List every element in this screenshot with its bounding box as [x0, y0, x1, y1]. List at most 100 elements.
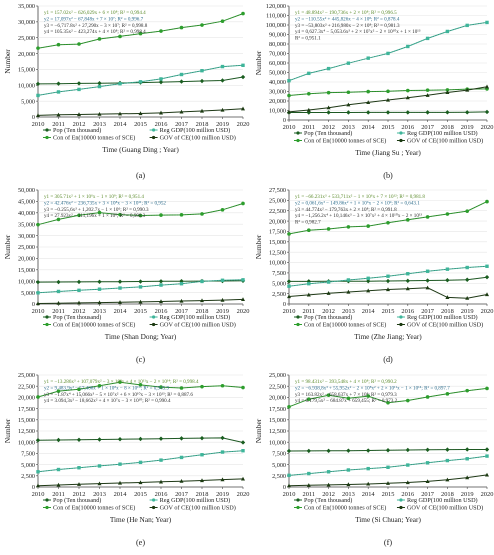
- data-point: [158, 279, 164, 284]
- legend-entry: Con of En(10000 tonnes of SCE): [43, 135, 135, 142]
- data-point: [326, 105, 331, 110]
- x-tick-label: 2018: [196, 121, 209, 128]
- y-tick-label: 35,000: [18, 3, 35, 10]
- data-point: [56, 90, 61, 94]
- trend-equation: y2 = 9.483,9x² − 57,406x + 1 × 10⁸x − 8 …: [44, 385, 169, 391]
- data-point: [425, 215, 430, 219]
- y-tick-label: 17,500: [269, 406, 286, 413]
- y-tick-label: 25,000: [18, 35, 35, 42]
- data-point: [445, 295, 450, 299]
- data-point: [179, 298, 184, 303]
- legend-swatch-marker: [296, 138, 300, 143]
- data-point: [56, 482, 61, 487]
- data-point: [405, 110, 410, 115]
- data-point: [386, 287, 390, 292]
- data-point: [445, 458, 450, 463]
- data-point: [138, 111, 143, 116]
- data-point: [220, 383, 225, 388]
- legend-label: Con of En(10000 tonnes of SCE): [53, 505, 135, 512]
- data-point: [445, 477, 450, 482]
- x-tick-label: 2015: [382, 308, 395, 315]
- data-point: [35, 81, 41, 87]
- chart-panel-f: 0 2,500 5,000 7,500 10,000 12,500 15,000 17,500…: [254, 372, 493, 547]
- x-tick-label: 2013: [93, 121, 106, 128]
- legend-label: Pop (Ten thousand): [53, 127, 101, 134]
- x-tick-label: 2011: [303, 124, 316, 131]
- data-point: [220, 435, 225, 441]
- y-tick-label: 35,000: [18, 221, 35, 228]
- y-axis-label: Number: [254, 234, 263, 259]
- y-tick-label: 20,000: [269, 218, 286, 225]
- y-tick-label: 25,000: [18, 244, 35, 251]
- legend-swatch-marker: [296, 131, 300, 135]
- data-point: [445, 29, 450, 34]
- x-tick-label: 2017: [421, 124, 435, 131]
- data-point: [241, 63, 245, 68]
- legend-swatch-marker: [399, 505, 403, 510]
- legend-entry: Con of En(10000 tonnes of SCE): [43, 322, 135, 329]
- trend-equation: y3 = −53,803x² + 216,980x − 2 × 10⁸; R² …: [295, 23, 400, 29]
- legend-label: GOV of CE(100 million USD): [407, 138, 483, 145]
- series-2: [36, 380, 245, 399]
- data-point: [366, 481, 371, 486]
- data-point: [179, 25, 184, 30]
- trend-equation: y4 = 3.094,3x³ − 18,662x² + 4 × 10⁷x − 3…: [44, 398, 171, 404]
- data-point: [241, 201, 245, 206]
- data-point: [76, 279, 82, 285]
- y-tick-label: 20,000: [269, 395, 286, 402]
- x-tick-label: 2010: [283, 491, 296, 498]
- data-point: [286, 279, 292, 284]
- data-point: [36, 483, 40, 488]
- trend-line: [288, 22, 488, 81]
- y-tick-label: 110,000: [266, 13, 286, 20]
- data-point: [287, 483, 291, 488]
- x-tick-label: 2019: [461, 308, 474, 315]
- data-point: [56, 301, 61, 305]
- data-point: [346, 448, 351, 453]
- trend-line: [37, 450, 244, 473]
- trend-equation: y1 = 48.894x² − 190,736x + 2 × 10⁸; R² =…: [295, 10, 397, 16]
- y-tick-label: 0: [32, 114, 35, 121]
- x-tick-label: 2017: [421, 491, 435, 498]
- data-point: [200, 453, 204, 457]
- data-point: [240, 440, 246, 445]
- data-point: [307, 397, 311, 401]
- data-point: [386, 465, 390, 469]
- data-point: [346, 482, 351, 487]
- data-point: [465, 110, 470, 115]
- legend-swatch-marker: [45, 128, 49, 132]
- data-point: [346, 396, 351, 401]
- data-point: [158, 79, 164, 85]
- x-tick-label: 2015: [134, 491, 147, 498]
- trend-equation: y2 = 0,061,6x³ − 149.86x² + 1 × 10⁶x − 2…: [295, 200, 420, 206]
- legend-swatch-marker: [45, 315, 49, 319]
- trend-equation: y1 = −13.286x³ + 107,079x² − 3 × 10⁸x + …: [44, 379, 199, 385]
- y-tick-label: 45,000: [18, 199, 35, 206]
- data-point: [287, 294, 291, 299]
- chart-panel-b: 0 10,000 20,000 30,000 40,000 50,000 60,000 70,…: [254, 3, 493, 180]
- data-point: [425, 395, 430, 399]
- x-tick-label: 2012: [322, 124, 335, 131]
- x-tick-label: 2018: [441, 124, 454, 131]
- data-point: [485, 199, 489, 204]
- data-point: [326, 66, 331, 71]
- data-point: [386, 97, 390, 102]
- y-tick-label: 50,000: [18, 187, 35, 194]
- data-point: [158, 436, 164, 441]
- legend-swatch-marker: [45, 498, 49, 502]
- data-point: [97, 279, 102, 285]
- legend-entry: Reg GDP(100 million USD): [396, 130, 478, 137]
- legend-label: GOV of CE(100 million USD): [160, 505, 236, 512]
- series-1: [36, 63, 245, 98]
- data-point: [366, 89, 371, 94]
- x-axis-label: Time (Shan Dong; Year): [105, 332, 177, 341]
- trend-equation: y3 = −0.255,6x³ + 1,202.7x − 1 × 10⁶; R²…: [44, 207, 149, 213]
- x-tick-label: 2020: [481, 308, 494, 315]
- trend-equation: y4 = 0.179,5x² − 684.87x + 659,455; R² =…: [295, 398, 398, 404]
- x-tick-label: 2010: [32, 308, 45, 315]
- data-point: [76, 81, 82, 86]
- data-point: [159, 77, 163, 81]
- data-point: [346, 90, 351, 95]
- data-point: [77, 300, 81, 305]
